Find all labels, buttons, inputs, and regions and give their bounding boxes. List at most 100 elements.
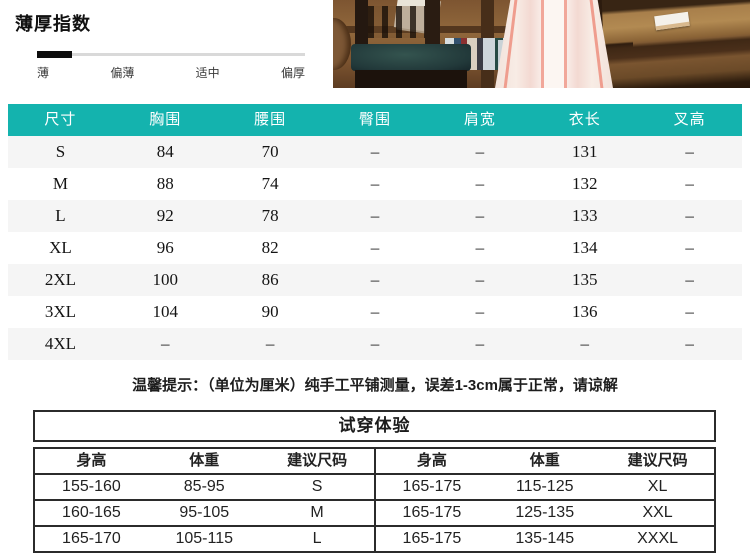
cell-size: 2XL bbox=[44, 270, 77, 289]
size-row-l: L 92 78 – – 133 – bbox=[8, 200, 742, 232]
thickness-title: 薄厚指数 bbox=[15, 14, 91, 34]
cell-weight: 135-145 bbox=[515, 530, 575, 547]
cell-height: 165-175 bbox=[402, 504, 462, 521]
cell-shoulder: – bbox=[475, 334, 485, 353]
size-row-s: S 84 70 – – 131 – bbox=[8, 136, 742, 168]
fit-row-left: 160-165 95-105 M bbox=[35, 501, 374, 527]
thickness-track bbox=[37, 53, 305, 56]
size-row-2xl: 2XL 100 86 – – 135 – bbox=[8, 264, 742, 296]
cell-hip: – bbox=[370, 206, 380, 225]
fit-table-grid: 身高 体重 建议尺码 身高 体重 建议尺码 155-160 85-95 S 16… bbox=[33, 447, 716, 553]
cell-length: 136 bbox=[571, 302, 598, 321]
cell-suggest: S bbox=[311, 478, 323, 495]
thickness-label-slightly-thin: 偏薄 bbox=[110, 66, 135, 80]
size-table-header: 尺寸 胸围 腰围 臀围 肩宽 衣长 叉高 bbox=[8, 104, 742, 136]
cell-weight: 115-125 bbox=[515, 478, 574, 495]
cell-bust: – bbox=[161, 334, 170, 353]
column-header-slit: 叉高 bbox=[673, 111, 706, 128]
size-row-m: M 88 74 – – 132 – bbox=[8, 168, 742, 200]
cell-suggest: XXL bbox=[642, 504, 673, 521]
fit-row-left: 165-170 105-115 L bbox=[35, 527, 374, 553]
thickness-index: 薄厚指数 薄 偏薄 适中 偏厚 bbox=[15, 10, 315, 81]
product-photo bbox=[333, 0, 750, 88]
cell-slit: – bbox=[685, 238, 694, 257]
photo-chair-back bbox=[368, 6, 425, 38]
cell-bust: 96 bbox=[156, 238, 174, 257]
column-header-waist: 腰围 bbox=[254, 111, 287, 128]
cell-waist: 74 bbox=[261, 174, 279, 193]
cell-slit: – bbox=[685, 302, 694, 321]
cell-waist: 82 bbox=[261, 238, 279, 257]
cell-bust: 92 bbox=[156, 206, 174, 225]
cell-height: 160-165 bbox=[62, 504, 121, 521]
cell-shoulder: – bbox=[475, 174, 485, 193]
cell-shoulder: – bbox=[475, 270, 485, 289]
cell-slit: – bbox=[685, 142, 694, 161]
cell-waist: 78 bbox=[261, 206, 279, 225]
cell-length: 135 bbox=[571, 270, 598, 289]
cell-shoulder: – bbox=[475, 142, 485, 161]
cell-slit: – bbox=[685, 334, 694, 353]
size-table: 尺寸 胸围 腰围 臀围 肩宽 衣长 叉高 S 84 70 – – 131 – M… bbox=[8, 104, 742, 360]
measure-note: 温馨提示：（单位为厘米）纯手工平铺测量，误差1-3cm属于正常，请谅解 bbox=[132, 377, 618, 394]
cell-height: 165-175 bbox=[402, 530, 462, 547]
cell-height: 155-160 bbox=[62, 478, 121, 495]
cell-hip: – bbox=[370, 334, 380, 353]
thickness-label-slightly-thick: 偏厚 bbox=[280, 66, 305, 80]
cell-waist: 90 bbox=[261, 302, 279, 321]
column-header-weight: 体重 bbox=[189, 452, 220, 469]
cell-suggest: M bbox=[310, 504, 324, 521]
photo-chair-legs bbox=[355, 70, 467, 88]
cell-length: – bbox=[580, 334, 589, 353]
cell-weight: 105-115 bbox=[175, 530, 233, 547]
column-header-height: 身高 bbox=[416, 452, 447, 469]
cell-size: M bbox=[52, 174, 68, 193]
cell-size: 4XL bbox=[44, 334, 77, 353]
column-header-height: 身高 bbox=[76, 452, 107, 469]
cell-suggest: L bbox=[312, 530, 322, 547]
cell-weight: 95-105 bbox=[179, 504, 230, 521]
cell-size: 3XL bbox=[44, 302, 77, 321]
column-header-length: 衣长 bbox=[568, 111, 601, 128]
fit-header-left: 身高 体重 建议尺码 bbox=[35, 449, 374, 473]
cell-slit: – bbox=[685, 270, 694, 289]
cell-hip: – bbox=[370, 302, 380, 321]
cell-hip: – bbox=[370, 142, 380, 161]
photo-dress-placket bbox=[541, 0, 567, 88]
cell-shoulder: – bbox=[475, 238, 485, 257]
cell-suggest: XXXL bbox=[637, 530, 679, 547]
size-row-4xl: 4XL – – – – – – bbox=[8, 328, 742, 360]
cell-suggest: XL bbox=[647, 478, 668, 495]
cell-hip: – bbox=[370, 270, 380, 289]
cell-size: L bbox=[55, 206, 66, 225]
photo-round-table bbox=[333, 18, 351, 70]
cell-hip: – bbox=[370, 238, 380, 257]
cell-height: 165-175 bbox=[402, 478, 462, 495]
cell-length: 131 bbox=[571, 142, 598, 161]
cell-height: 165-170 bbox=[62, 530, 121, 547]
cell-hip: – bbox=[370, 174, 380, 193]
photo-chair-post bbox=[425, 0, 440, 58]
cell-size: S bbox=[55, 142, 66, 161]
thickness-label-thin: 薄 bbox=[37, 66, 50, 80]
cell-slit: – bbox=[685, 206, 694, 225]
column-header-bust: 胸围 bbox=[149, 111, 182, 128]
cell-waist: 86 bbox=[261, 270, 279, 289]
photo-chair-seat bbox=[351, 44, 471, 71]
cell-bust: 104 bbox=[152, 302, 179, 321]
cell-shoulder: – bbox=[475, 302, 485, 321]
fit-row-left: 155-160 85-95 S bbox=[35, 475, 374, 501]
fit-table: 试穿体验 身高 体重 建议尺码 身高 体重 建议尺码 155-160 85-95 bbox=[33, 410, 716, 553]
column-header-suggest: 建议尺码 bbox=[627, 452, 688, 469]
fit-table-row: 165-170 105-115 L 165-175 135-145 XXXL bbox=[35, 525, 714, 553]
column-header-hip: 臀围 bbox=[359, 111, 392, 128]
fit-table-header-row: 身高 体重 建议尺码 身高 体重 建议尺码 bbox=[35, 449, 714, 473]
thickness-label-medium: 适中 bbox=[195, 66, 220, 80]
cell-bust: 88 bbox=[156, 174, 174, 193]
cell-length: 133 bbox=[571, 206, 598, 225]
photo-shelf-line bbox=[333, 26, 628, 33]
cell-length: 134 bbox=[571, 238, 598, 257]
cell-waist: 70 bbox=[261, 142, 279, 161]
fit-row-right: 165-175 115-125 XL bbox=[373, 475, 715, 501]
